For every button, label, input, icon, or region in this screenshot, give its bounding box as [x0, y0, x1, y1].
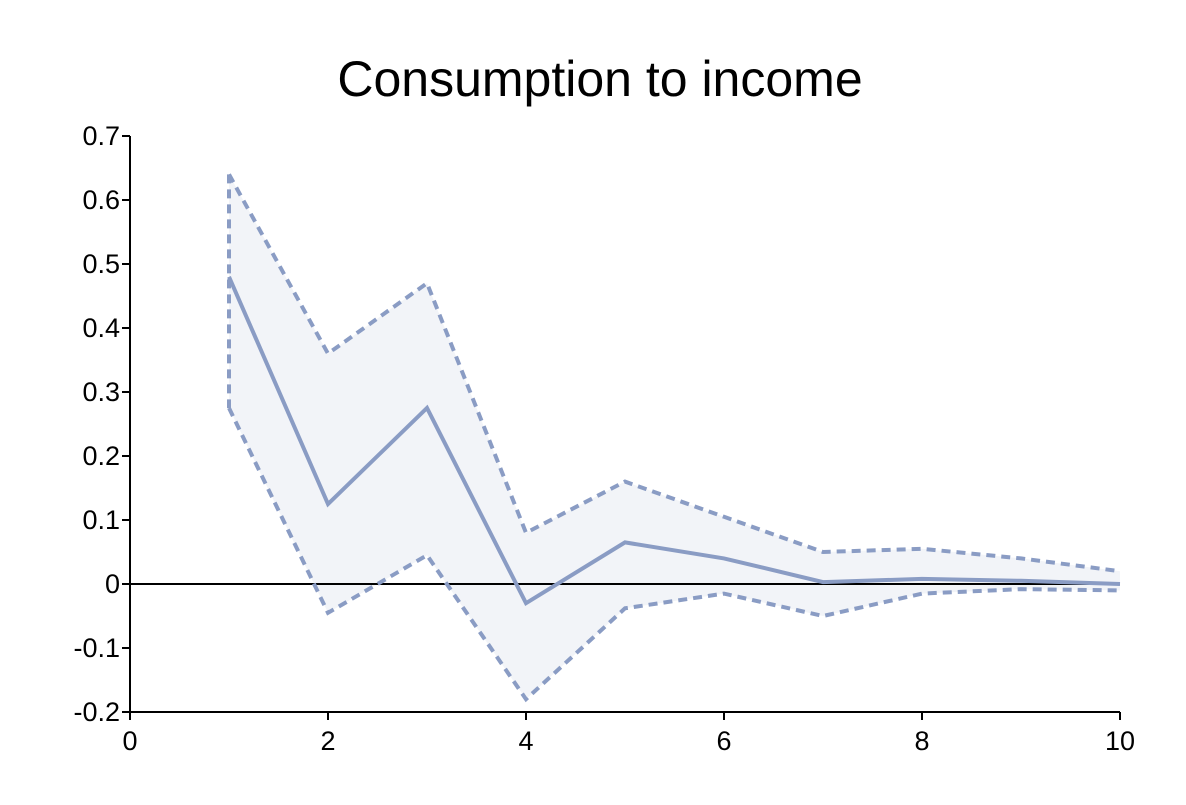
- y-tick-label: 0.3: [82, 377, 120, 407]
- x-tick-label: 2: [320, 726, 335, 756]
- y-tick-label: 0.6: [82, 185, 120, 215]
- axis-layer: 0.70.60.50.40.30.20.10-0.1-0.20 2 4 6 8 10: [73, 121, 1135, 756]
- y-tick-label: 0.2: [82, 441, 120, 471]
- y-tick-label: 0.7: [82, 121, 120, 151]
- y-tick-label: -0.2: [73, 697, 120, 727]
- y-tick-label: 0: [105, 569, 120, 599]
- x-tick-label: 6: [716, 726, 731, 756]
- impulse-response-line: [227, 276, 1121, 607]
- confidence-band: [229, 174, 1120, 700]
- series-layer: [227, 173, 1121, 703]
- x-tick-label: 10: [1105, 726, 1135, 756]
- y-tick-label: 0.1: [82, 505, 120, 535]
- x-tick-label: 0: [122, 726, 137, 756]
- y-tick-label: -0.1: [73, 633, 120, 663]
- x-tick-label: 4: [518, 726, 533, 756]
- confidence-band-layer: [229, 174, 1120, 700]
- y-tick-label: 0.4: [82, 313, 120, 343]
- x-tick-label: 8: [914, 726, 929, 756]
- upper-band-line: [227, 173, 1121, 574]
- y-tick-label: 0.5: [82, 249, 120, 279]
- chart-title: Consumption to income: [337, 51, 862, 107]
